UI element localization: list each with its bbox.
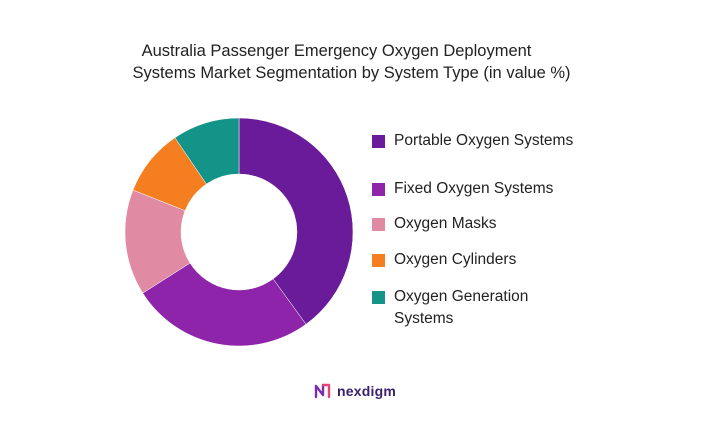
legend-label: Oxygen Generation Systems: [394, 288, 529, 327]
brand-name: nexdigm: [337, 383, 396, 399]
legend-label: Oxygen Cylinders: [394, 251, 517, 268]
legend-swatch: [372, 254, 385, 267]
legend-label: Fixed Oxygen Systems: [394, 180, 554, 197]
chart-title: Australia Passenger Emergency Oxygen Dep…: [0, 40, 703, 84]
legend-swatch: [372, 183, 385, 196]
legend-swatch: [372, 135, 385, 148]
nexdigm-logo-icon: [314, 383, 331, 399]
legend-item-oxygen-cylinders: Oxygen Cylinders: [372, 249, 602, 271]
legend-swatch: [372, 218, 385, 231]
legend-item-fixed-oxygen-systems: Fixed Oxygen Systems: [372, 178, 602, 200]
donut-slice-fixed-oxygen-systems: [142, 262, 307, 347]
legend-label: Oxygen Masks: [394, 215, 497, 232]
legend-item-portable-oxygen-systems: Portable Oxygen Systems: [372, 130, 602, 152]
legend-item-oxygen-generation-systems: Oxygen Generation Systems: [372, 286, 602, 330]
brand-logo: nexdigm: [313, 380, 396, 402]
chart-title-line-2: Systems Market Segmentation by System Ty…: [132, 64, 571, 82]
donut-slice-portable-oxygen-systems: [238, 117, 354, 325]
chart-title-line-1: Australia Passenger Emergency Oxygen Dep…: [141, 42, 532, 60]
legend-label: Portable Oxygen Systems: [394, 132, 574, 149]
legend-swatch: [372, 291, 385, 304]
legend-item-oxygen-masks: Oxygen Masks: [372, 213, 602, 235]
donut-slice-oxygen-generation-systems: [174, 117, 240, 185]
